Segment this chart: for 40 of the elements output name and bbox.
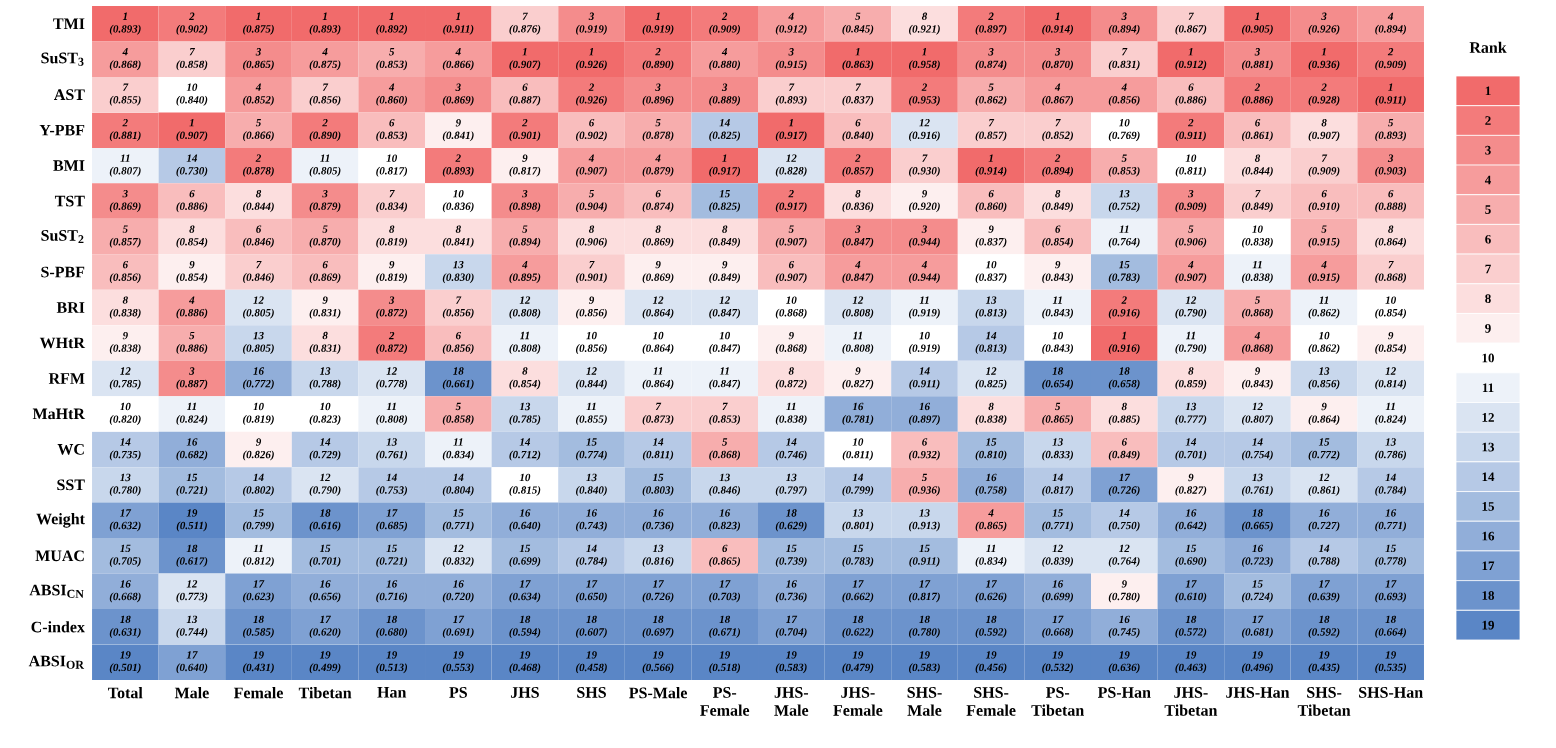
y-tick-label: AST bbox=[53, 89, 85, 101]
y-tick-label: TST bbox=[54, 195, 85, 207]
y-tick-label: BMI bbox=[53, 160, 85, 171]
y-tick-label: MaHtR bbox=[32, 408, 86, 420]
x-tick-label: SHS bbox=[577, 687, 606, 698]
x-tick-label: PS-Tibetan bbox=[1031, 687, 1084, 716]
y-tick-label: WHtR bbox=[39, 337, 86, 349]
x-tick-label: JHS-Han bbox=[1226, 687, 1290, 698]
y-tick-label: S-PBF bbox=[41, 266, 85, 278]
y-tick-label: MUAC bbox=[35, 550, 84, 562]
y-tick-label: Y-PBF bbox=[39, 124, 85, 136]
y-tick-label: SST bbox=[57, 479, 85, 491]
x-tick-label: Tibetan bbox=[298, 687, 352, 699]
y-tick-label: WC bbox=[57, 443, 84, 455]
x-tick-label: SHS-Male bbox=[907, 687, 942, 716]
y-tick-label: ABSI$_{CN}$ bbox=[29, 584, 84, 598]
y-tick-label: Weight bbox=[36, 513, 85, 528]
y-tick-label: ABSI$_{OR}$ bbox=[28, 655, 85, 669]
x-tick-label: SHS-Han bbox=[1359, 687, 1423, 698]
x-tick-label: SHS-Tibetan bbox=[1297, 687, 1351, 716]
color-bar-title: Rank bbox=[1469, 41, 1507, 53]
x-tick-label: SHS-Female bbox=[966, 687, 1016, 716]
y-tick-label: C-index bbox=[31, 621, 85, 633]
x-tick-label: PS-Han bbox=[1097, 687, 1151, 698]
x-tick-label: Total bbox=[108, 687, 143, 699]
x-tick-label: JHS-Male bbox=[774, 687, 809, 716]
x-tick-label: PS-Female bbox=[700, 687, 750, 716]
y-tick-label: BRI bbox=[56, 302, 85, 313]
y-tick-label: TMI bbox=[53, 18, 85, 29]
x-tick-label: PS-Male bbox=[629, 687, 688, 699]
x-tick-label: JHS bbox=[510, 687, 539, 698]
y-tick-label: SuST$_{3}$ bbox=[41, 52, 84, 66]
x-tick-label: PS bbox=[449, 687, 467, 698]
x-tick-label: JHS-Tibetan bbox=[1164, 687, 1218, 716]
x-tick-label: Han bbox=[377, 687, 407, 698]
y-tick-label: SuST$_{2}$ bbox=[41, 230, 84, 244]
x-tick-label: Female bbox=[233, 687, 283, 699]
x-tick-label: Male bbox=[174, 687, 209, 699]
y-tick-label: RFM bbox=[48, 373, 85, 384]
x-tick-label: JHS-Female bbox=[833, 687, 883, 716]
